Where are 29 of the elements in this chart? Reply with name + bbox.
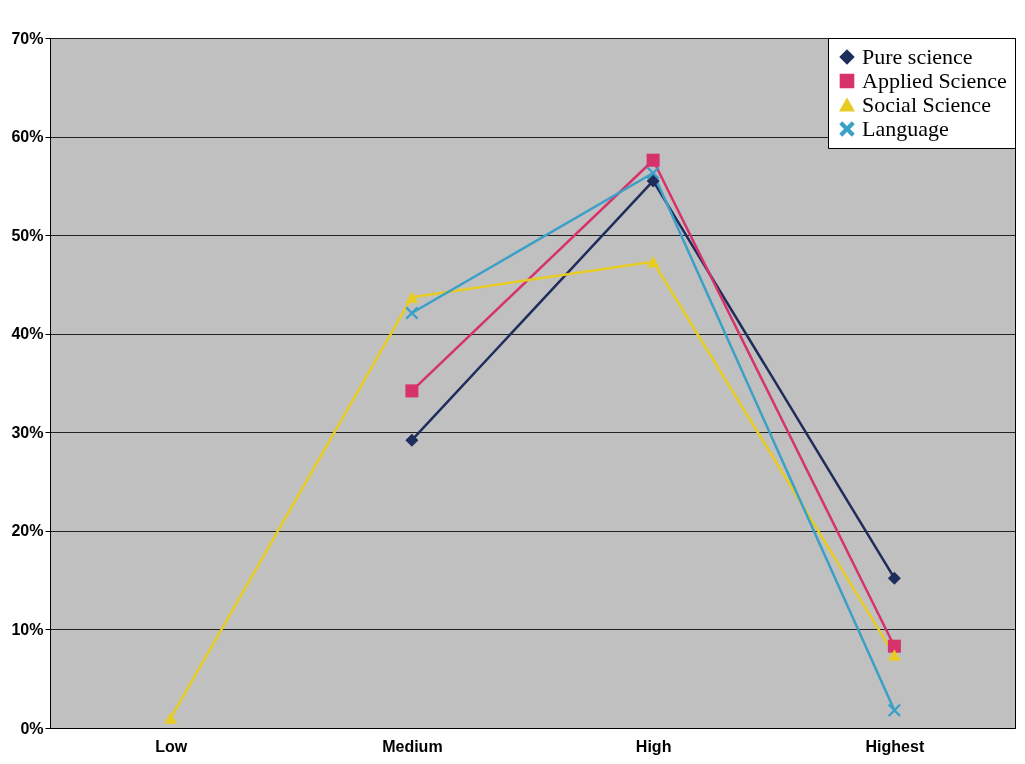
point	[887, 571, 901, 585]
legend-label: Pure science	[862, 44, 973, 69]
legend-label: Language	[862, 116, 949, 141]
point	[887, 703, 901, 717]
point	[887, 649, 901, 661]
y-tick-label: 50%	[11, 226, 44, 244]
y-tick-label: 60%	[11, 128, 44, 146]
x-tick-label: Medium	[382, 737, 443, 755]
x-tick-label: Highest	[865, 737, 925, 755]
y-tick-label: 10%	[11, 620, 44, 638]
point	[405, 384, 419, 398]
point	[646, 153, 660, 167]
y-tick-label: 30%	[11, 423, 44, 441]
y-tick-label: 40%	[11, 325, 44, 343]
point	[405, 291, 419, 303]
y-tick-label: 70%	[11, 29, 44, 47]
point	[405, 433, 419, 447]
point	[646, 256, 660, 268]
legend-label: Social Science	[862, 92, 991, 117]
y-tick-label: 0%	[20, 719, 44, 737]
legend-label: Applied Science	[862, 68, 1007, 93]
y-tick-label: 20%	[11, 522, 44, 540]
point	[887, 639, 901, 653]
point	[646, 174, 660, 188]
x-tick-label: Low	[155, 737, 188, 755]
x-tick-label: High	[635, 737, 672, 755]
point	[646, 166, 660, 180]
point	[405, 306, 419, 320]
point	[164, 712, 178, 724]
